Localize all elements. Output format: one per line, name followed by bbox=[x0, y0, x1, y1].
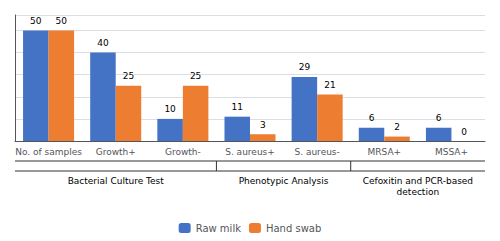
svg-text:MRSA+: MRSA+ bbox=[367, 147, 401, 157]
svg-text:Phenotypic Analysis: Phenotypic Analysis bbox=[239, 176, 329, 186]
svg-text:S. aureus-: S. aureus- bbox=[294, 147, 339, 157]
svg-text:3: 3 bbox=[260, 120, 266, 130]
svg-text:25: 25 bbox=[123, 71, 134, 81]
svg-text:Hand swab: Hand swab bbox=[266, 223, 321, 234]
svg-text:Raw milk: Raw milk bbox=[196, 223, 242, 234]
svg-text:10: 10 bbox=[164, 104, 176, 114]
svg-text:Cefoxitin and PCR-based: Cefoxitin and PCR-based bbox=[363, 176, 473, 186]
svg-text:MSSA+: MSSA+ bbox=[435, 147, 468, 157]
svg-text:2: 2 bbox=[394, 122, 400, 132]
svg-text:detection: detection bbox=[397, 187, 440, 197]
svg-text:40: 40 bbox=[97, 38, 109, 48]
svg-text:29: 29 bbox=[299, 62, 311, 72]
svg-text:50: 50 bbox=[56, 16, 68, 26]
svg-text:Bacterial Culture Test: Bacterial Culture Test bbox=[68, 176, 165, 186]
svg-text:Growth+: Growth+ bbox=[96, 147, 136, 157]
svg-text:6: 6 bbox=[369, 113, 375, 123]
svg-text:0: 0 bbox=[461, 127, 467, 137]
svg-text:6: 6 bbox=[436, 113, 442, 123]
svg-text:Growth-: Growth- bbox=[165, 147, 201, 157]
svg-text:21: 21 bbox=[324, 80, 335, 90]
svg-text:50: 50 bbox=[30, 16, 42, 26]
svg-text:11: 11 bbox=[232, 102, 243, 112]
svg-text:S. aureus+: S. aureus+ bbox=[225, 147, 275, 157]
svg-text:25: 25 bbox=[190, 71, 201, 81]
svg-text:No. of samples: No. of samples bbox=[15, 147, 82, 157]
